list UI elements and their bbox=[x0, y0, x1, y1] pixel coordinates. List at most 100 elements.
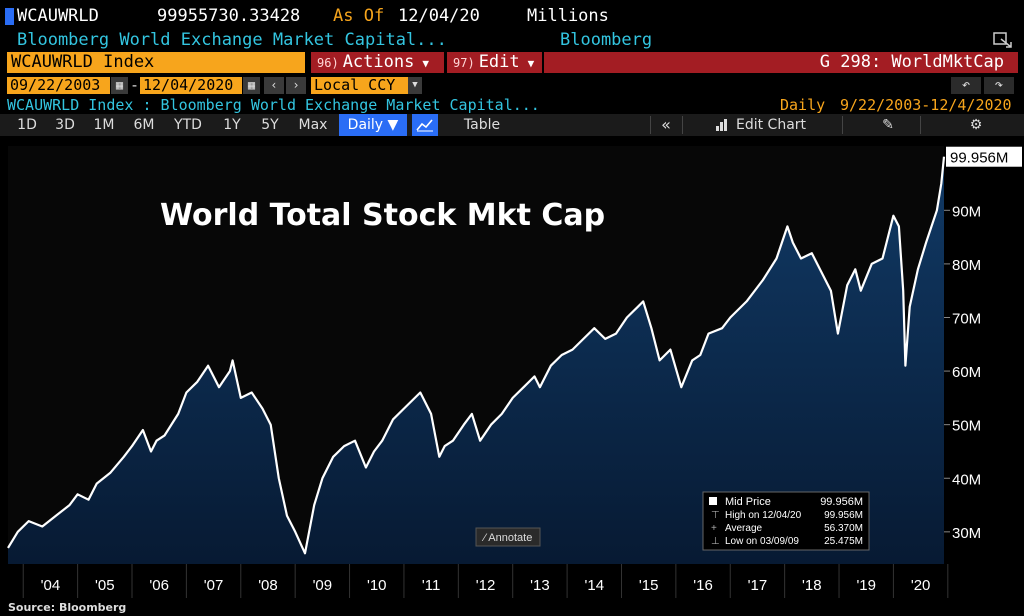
legend-label: Mid Price bbox=[725, 496, 771, 508]
edit-chart-icon bbox=[712, 114, 732, 136]
period-button-1d[interactable]: 1D bbox=[17, 117, 37, 133]
collapse-icon[interactable]: « bbox=[661, 115, 671, 134]
x-tick-label: '14 bbox=[585, 577, 605, 594]
redo-icon[interactable]: ↷ bbox=[984, 77, 1014, 94]
end-date-field[interactable]: 12/04/2020 bbox=[140, 77, 242, 94]
calendar-icon[interactable]: ▦ bbox=[111, 77, 128, 94]
y-tick-label: 50M bbox=[952, 418, 981, 435]
chart-subtitle-row: WCAUWRLD Index : Bloomberg World Exchang… bbox=[0, 96, 1024, 114]
edit-chart-button[interactable]: Edit Chart bbox=[736, 117, 807, 133]
pencil-icon[interactable]: ✎ bbox=[882, 117, 894, 133]
chevron-down-icon[interactable]: ▼ bbox=[408, 77, 422, 94]
x-tick-label: '12 bbox=[476, 577, 496, 594]
y-tick-label: 30M bbox=[952, 525, 981, 542]
currency-select[interactable]: Local CCY bbox=[311, 77, 408, 94]
y-tick-label: 60M bbox=[952, 364, 981, 381]
period-button-1m[interactable]: 1M bbox=[93, 117, 115, 133]
security-header: WCAUWRLD 99955730.33428 As Of 12/04/20 M… bbox=[0, 2, 1024, 28]
chart-description: WCAUWRLD Index : Bloomberg World Exchang… bbox=[7, 96, 540, 114]
period-button-max[interactable]: Max bbox=[298, 117, 328, 133]
chart-area: 30M 40M 50M 60M 70M 80M 90M 99.956M '04 '05 '06 '07… bbox=[0, 138, 1024, 598]
x-tick-label: '20 bbox=[911, 577, 931, 594]
legend-label: High on 12/04/20 bbox=[725, 510, 802, 521]
frequency-label: Daily bbox=[780, 96, 826, 114]
legend-marker: ⊥ bbox=[711, 536, 720, 547]
prev-arrow-icon[interactable]: ‹ bbox=[264, 77, 284, 94]
active-marker-icon bbox=[5, 8, 14, 25]
y-tick-label: 80M bbox=[952, 257, 981, 274]
x-tick-label: '11 bbox=[422, 577, 440, 594]
as-of-label: As Of bbox=[333, 6, 385, 26]
chevron-down-icon: ▼ bbox=[527, 57, 535, 70]
legend-swatch bbox=[709, 497, 717, 505]
chart-id-label: G 298: WorldMktCap bbox=[544, 52, 1018, 73]
x-tick-label: '10 bbox=[367, 577, 387, 594]
undo-icon[interactable]: ↶ bbox=[951, 77, 981, 94]
x-tick-label: '08 bbox=[258, 577, 278, 594]
legend-value: 99.956M bbox=[824, 510, 863, 521]
period-button-3d[interactable]: 3D bbox=[55, 117, 75, 133]
x-tick-label: '06 bbox=[149, 577, 169, 594]
security-name-row: Bloomberg World Exchange Market Capital.… bbox=[0, 28, 1024, 52]
legend-marker: ⊤ bbox=[711, 510, 720, 521]
units-label: Millions bbox=[527, 6, 609, 26]
y-tick-label: 90M bbox=[952, 203, 981, 220]
range-label: 9/22/2003-12/4/2020 bbox=[840, 96, 1012, 114]
gear-icon[interactable]: ⚙ bbox=[969, 117, 983, 133]
actions-num: 96) bbox=[317, 56, 339, 70]
edit-num: 97) bbox=[453, 56, 475, 70]
x-tick-label: '15 bbox=[639, 577, 659, 594]
price-chart: 30M 40M 50M 60M 70M 80M 90M 99.956M '04 '05 '06 '07… bbox=[7, 146, 1022, 598]
legend-value: 99.956M bbox=[820, 496, 863, 508]
chevron-down-icon: ▼ bbox=[422, 57, 429, 70]
x-tick-label: '04 bbox=[41, 577, 61, 594]
legend-marker: + bbox=[711, 523, 717, 534]
y-tick-label: 70M bbox=[952, 310, 981, 327]
last-value: 99955730.33428 bbox=[157, 6, 301, 26]
edit-menu-button[interactable]: 97) Edit ▼ bbox=[447, 52, 542, 73]
chart-toolbar: 1D 3D 1M 6M YTD 1Y 5Y Max Daily ▼ Table « Edit … bbox=[0, 114, 1024, 136]
chart-title: World Total Stock Mkt Cap bbox=[160, 198, 605, 233]
legend-label: Low on 03/09/09 bbox=[725, 536, 799, 547]
period-button-5y[interactable]: 5Y bbox=[261, 117, 279, 133]
command-bar: WCAUWRLD Index 96) Actions ▼ 97) Edit ▼ G 29… bbox=[0, 52, 1024, 74]
x-tick-label: '07 bbox=[204, 577, 224, 594]
ticker-field[interactable]: WCAUWRLD Index bbox=[7, 52, 305, 73]
last-value-label: 99.956M bbox=[950, 150, 1008, 167]
actions-label: Actions bbox=[342, 52, 415, 72]
last-value-badge bbox=[946, 146, 1022, 167]
period-button-6m[interactable]: 6M bbox=[133, 117, 155, 133]
period-button-ytd[interactable]: YTD bbox=[174, 117, 202, 133]
as-of-date: 12/04/20 bbox=[398, 6, 480, 26]
x-tick-label: '19 bbox=[856, 577, 876, 594]
source-name: Bloomberg bbox=[560, 30, 653, 50]
actions-menu-button[interactable]: 96) Actions ▼ bbox=[311, 52, 444, 73]
x-tick-label: '17 bbox=[748, 577, 768, 594]
legend-value: 56.370M bbox=[824, 523, 863, 534]
x-tick-label: '18 bbox=[802, 577, 822, 594]
x-tick-label: '16 bbox=[693, 577, 713, 594]
popout-icon[interactable] bbox=[992, 30, 1014, 55]
annotate-button[interactable] bbox=[475, 527, 541, 547]
series-area-mid-price bbox=[8, 156, 944, 564]
legend-box bbox=[702, 491, 870, 551]
date-range-row: 09/22/2003 ▦ - 12/04/2020 ▦ ‹ › Local CC… bbox=[0, 76, 1024, 96]
next-arrow-icon[interactable]: › bbox=[286, 77, 306, 94]
table-button[interactable]: Table bbox=[463, 117, 501, 133]
legend-label: Average bbox=[725, 523, 763, 534]
annotate-label[interactable]: ⁄ Annotate bbox=[481, 532, 532, 544]
security-name: Bloomberg World Exchange Market Capital.… bbox=[17, 30, 447, 50]
line-chart-icon[interactable] bbox=[412, 114, 438, 136]
series-line-mid-price bbox=[7, 156, 946, 555]
x-tick-label: '09 bbox=[313, 577, 333, 594]
date-dash: - bbox=[130, 76, 140, 94]
start-date-field[interactable]: 09/22/2003 bbox=[7, 77, 110, 94]
x-tick-label: '05 bbox=[95, 577, 115, 594]
period-button-1y[interactable]: 1Y bbox=[223, 117, 241, 133]
frequency-dropdown[interactable]: Daily ▼ bbox=[339, 114, 407, 136]
x-tick-label: '13 bbox=[530, 577, 550, 594]
y-tick-label: 40M bbox=[952, 471, 981, 488]
legend-value: 25.475M bbox=[824, 536, 863, 547]
calendar-icon[interactable]: ▦ bbox=[243, 77, 260, 94]
edit-label: Edit bbox=[478, 52, 520, 72]
